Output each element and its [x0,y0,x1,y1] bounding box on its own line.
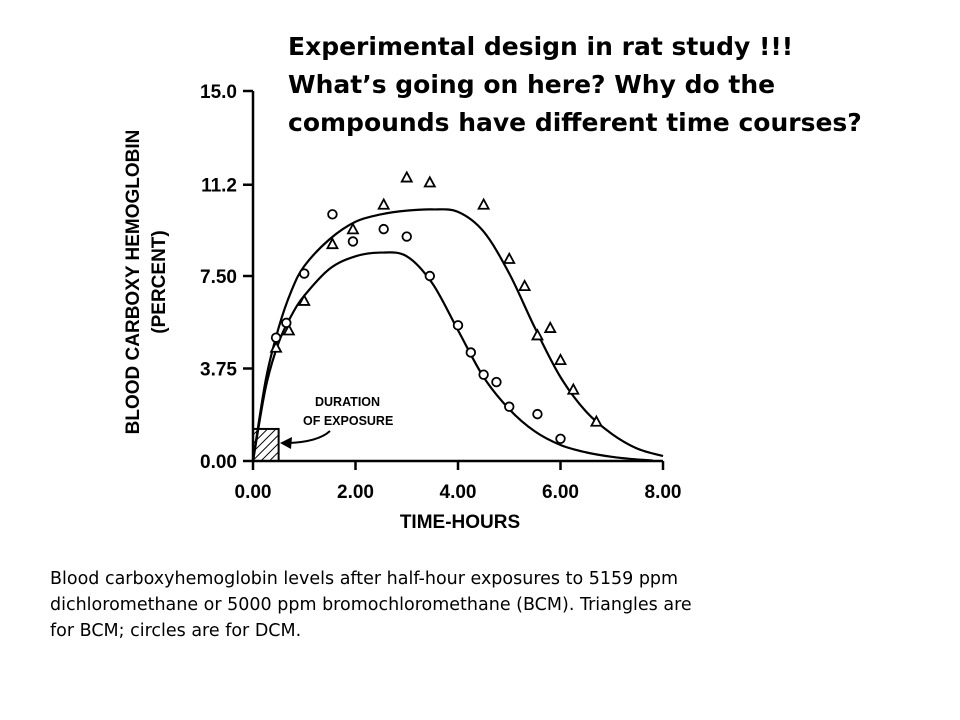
circle-point [378,223,389,235]
triangle-series-curve [251,208,664,462]
y-tick-label: 3.75 [200,360,237,381]
y-tick-label: 7.50 [200,267,237,288]
triangle-point [377,197,391,210]
triangle-point [530,328,544,341]
circle-point [424,270,436,282]
caption-line-2: dichloromethane or 5000 ppm bromochlorom… [50,595,692,615]
triangle-point [589,414,603,427]
triangle-point [477,197,491,210]
triangle-point [325,237,339,250]
headline: Experimental design in rat study !!! Wha… [288,28,948,142]
caption-line-1: Blood carboxyhemoglobin levels after hal… [50,569,679,589]
triangle-point [423,175,437,188]
circle-point [478,369,489,380]
annotation-line-1: DURATION [315,395,380,409]
x-tick-label: 6.00 [542,482,579,503]
y-axis-title-line-1: BLOOD CARBOXY HEMOGLOBIN [123,130,144,435]
y-tick-label: 11.2 [201,176,237,197]
chart-axes: 0.00 2.00 4.00 6.00 8.00 0.00 3.75 7.50 11.2 15.0 [200,82,681,503]
circle-series-curve [251,251,653,462]
triangle-point [502,251,516,264]
triangle-point [297,293,311,306]
headline-line-3: compounds have different time courses? [288,108,862,137]
circle-point [347,236,359,247]
chart-curves [251,208,664,462]
circle-point [401,231,412,242]
chart-points [269,170,603,445]
y-tick-label: 0.00 [200,452,237,473]
circle-point [270,332,282,343]
circle-point [327,209,338,220]
circle-point [491,376,502,388]
headline-line-2: What’s going on here? Why do the [288,70,776,99]
exposure-annotation: DURATION OF EXPOSURE [252,395,393,462]
triangle-point [400,170,414,183]
circle-point [504,401,515,412]
y-tick-label: 15.0 [200,82,237,103]
exposure-arrow [287,430,331,444]
exposure-arrowhead [280,437,292,449]
figure-caption: Blood carboxyhemoglobin levels after hal… [50,566,930,644]
x-tick-label: 8.00 [645,482,682,503]
triangle-point [282,323,296,336]
triangle-point [269,340,283,353]
exposure-bar [252,427,280,462]
y-axis-title-line-2: (PERCENT) [149,230,170,333]
circle-point [532,408,543,420]
circle-point [299,268,310,279]
triangle-point [346,222,360,235]
circle-point [465,347,477,358]
triangle-point [518,278,532,292]
x-axis-title: TIME-HOURS [400,512,520,533]
circle-point [452,320,464,331]
triangle-point [553,352,568,366]
headline-line-1: Experimental design in rat study !!! [288,32,794,61]
circle-point [555,433,566,445]
x-tick-label: 0.00 [235,482,272,503]
x-tick-label: 2.00 [337,482,374,503]
caption-line-3: for BCM; circles are for DCM. [50,621,302,641]
triangle-point [566,382,580,395]
circle-point [281,317,292,329]
x-tick-label: 4.00 [440,482,477,503]
triangle-point [543,320,557,333]
annotation-line-2: OF EXPOSURE [303,414,393,428]
